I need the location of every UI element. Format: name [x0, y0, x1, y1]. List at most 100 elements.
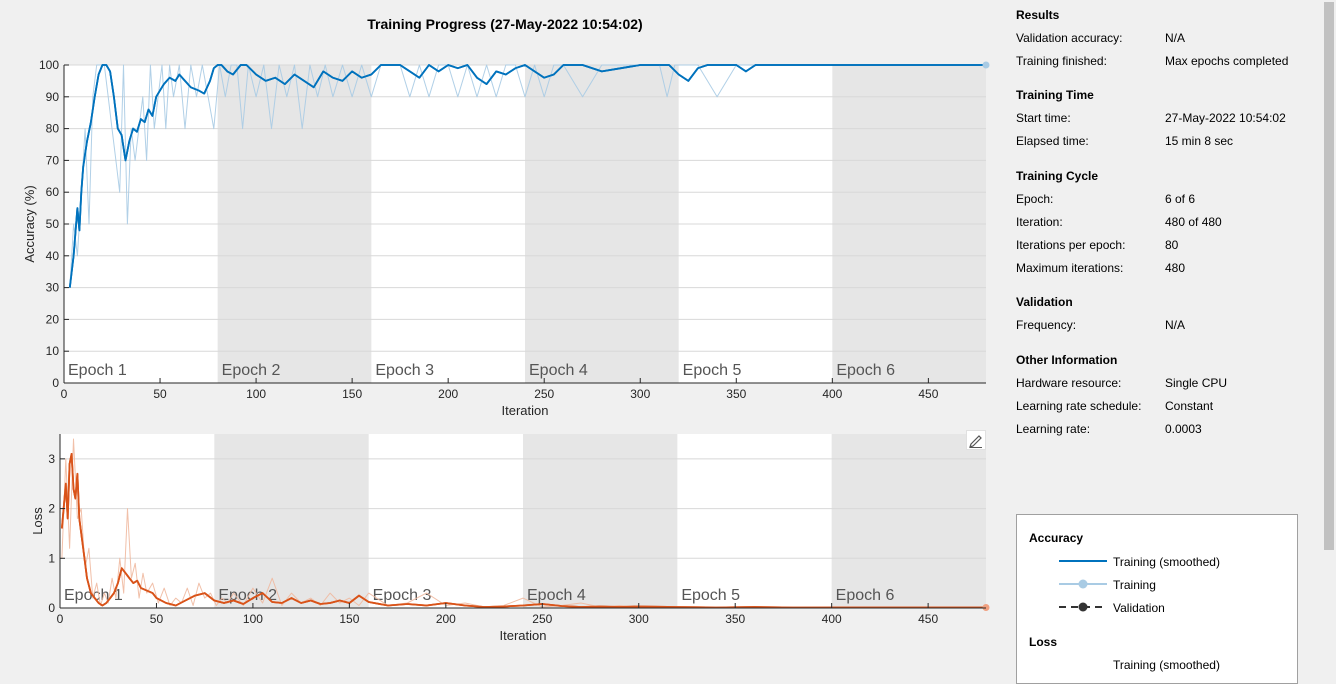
info-value: 0.0003: [1165, 422, 1202, 436]
info-label: Validation accuracy:: [1016, 31, 1123, 45]
x-tick-label: 200: [436, 612, 456, 626]
accuracy-chart: Epoch 1 Epoch 2 Epoch 3 Epoch 4 Epoch 5 Epoch…: [22, 58, 990, 418]
info-label: Learning rate schedule:: [1016, 399, 1142, 413]
plot-title: Training Progress (27-May-2022 10:54:02): [367, 16, 643, 32]
legend-training-marker: [1078, 579, 1088, 589]
epoch-label: Epoch 4: [527, 587, 586, 604]
y-tick-label: 1: [48, 551, 55, 565]
x-tick-label: 250: [532, 612, 552, 626]
info-value: 27-May-2022 10:54:02: [1165, 111, 1286, 125]
y-tick-label: 100: [39, 58, 59, 72]
x-tick-label: 150: [339, 612, 359, 626]
x-tick-label: 250: [534, 387, 554, 401]
x-axis-label: Iteration: [500, 628, 547, 643]
section-heading: Validation: [1016, 295, 1073, 309]
info-label: Start time:: [1016, 111, 1071, 125]
legend: Accuracy Training (smoothed) Training Va…: [1016, 514, 1298, 684]
info-value: Single CPU: [1165, 376, 1228, 390]
y-tick-label: 40: [46, 249, 60, 263]
info-value: N/A: [1165, 318, 1186, 332]
edit-plot-button[interactable]: [966, 430, 986, 450]
info-value: 80: [1165, 238, 1179, 252]
y-tick-label: 0: [52, 376, 59, 390]
loss-chart: Epoch 1 Epoch 2 Epoch 3 Epoch 4 Epoch 5 Epoch…: [30, 434, 990, 643]
x-tick-label: 0: [61, 387, 68, 401]
x-tick-label: 0: [57, 612, 64, 626]
section-heading: Other Information: [1016, 353, 1118, 367]
y-tick-label: 20: [46, 312, 60, 326]
section-heading: Training Cycle: [1016, 169, 1099, 183]
x-tick-label: 200: [438, 387, 458, 401]
x-tick-label: 100: [246, 387, 266, 401]
legend-swatches: [1059, 560, 1107, 612]
legend-item-validation: Validation: [1113, 601, 1165, 615]
legend-loss-heading: Loss: [1029, 635, 1058, 649]
y-axis-label: Accuracy (%): [22, 185, 37, 262]
epoch-label: Epoch 3: [373, 587, 432, 604]
x-tick-label: 400: [822, 387, 842, 401]
y-tick-label: 30: [46, 281, 60, 295]
epoch-label: Epoch 5: [683, 362, 742, 379]
legend-item-training: Training: [1113, 578, 1156, 592]
legend-accuracy-heading: Accuracy: [1029, 531, 1084, 545]
section-heading: Results: [1016, 8, 1060, 22]
info-label: Frequency:: [1016, 318, 1077, 332]
series-line: [69, 64, 986, 288]
info-label: Training finished:: [1016, 54, 1107, 68]
x-tick-label: 300: [630, 387, 650, 401]
epoch-label: Epoch 1: [68, 362, 127, 379]
x-tick-label: 150: [342, 387, 362, 401]
info-value: 6 of 6: [1165, 192, 1196, 206]
epoch-band: [214, 434, 369, 608]
info-value: Max epochs completed: [1165, 54, 1289, 68]
info-label: Iteration:: [1016, 215, 1063, 229]
info-label: Learning rate:: [1016, 422, 1091, 436]
y-tick-label: 50: [46, 217, 60, 231]
x-tick-label: 450: [918, 387, 938, 401]
series-line-smoothed: [68, 64, 986, 288]
y-tick-label: 2: [48, 502, 55, 516]
info-value: 15 min 8 sec: [1165, 134, 1234, 148]
y-tick-label: 70: [46, 153, 60, 167]
legend-item-loss-smoothed: Training (smoothed): [1113, 658, 1220, 672]
info-value: 480 of 480: [1165, 215, 1222, 229]
epoch-label: Epoch 6: [836, 587, 895, 604]
y-axis-label: Loss: [30, 507, 45, 535]
info-label: Elapsed time:: [1016, 134, 1089, 148]
scrollbar-thumb[interactable]: [1324, 2, 1334, 550]
y-tick-label: 90: [46, 90, 60, 104]
x-tick-label: 350: [726, 387, 746, 401]
legend-item-smoothed: Training (smoothed): [1113, 555, 1220, 569]
info-label: Maximum iterations:: [1016, 261, 1124, 275]
x-tick-label: 400: [822, 612, 842, 626]
y-tick-label: 10: [46, 344, 60, 358]
epoch-band: [831, 434, 986, 608]
info-value: N/A: [1165, 31, 1186, 45]
x-tick-label: 100: [243, 612, 263, 626]
y-tick-label: 80: [46, 122, 60, 136]
scrollbar[interactable]: [1322, 0, 1334, 664]
legend-validation-marker: [1078, 602, 1088, 612]
epoch-label: Epoch 5: [681, 587, 740, 604]
y-tick-label: 0: [48, 601, 55, 615]
x-axis-label: Iteration: [502, 403, 549, 418]
epoch-label: Epoch 3: [375, 362, 434, 379]
series-line-smoothed: [61, 452, 986, 609]
info-label: Hardware resource:: [1016, 376, 1122, 390]
info-label: Iterations per epoch:: [1016, 238, 1126, 252]
x-tick-label: 450: [918, 612, 938, 626]
y-tick-label: 3: [48, 452, 55, 466]
pencil-icon: [969, 435, 982, 448]
x-tick-label: 350: [725, 612, 745, 626]
epoch-label: Epoch 2: [222, 362, 281, 379]
info-value: Constant: [1165, 399, 1214, 413]
epoch-band: [523, 434, 678, 608]
y-tick-label: 60: [46, 185, 60, 199]
final-point: [982, 61, 990, 69]
x-tick-label: 50: [150, 612, 164, 626]
epoch-label: Epoch 4: [529, 362, 588, 379]
info-label: Epoch:: [1016, 192, 1054, 206]
info-value: 480: [1165, 261, 1186, 275]
x-tick-label: 300: [629, 612, 649, 626]
section-heading: Training Time: [1016, 88, 1094, 102]
